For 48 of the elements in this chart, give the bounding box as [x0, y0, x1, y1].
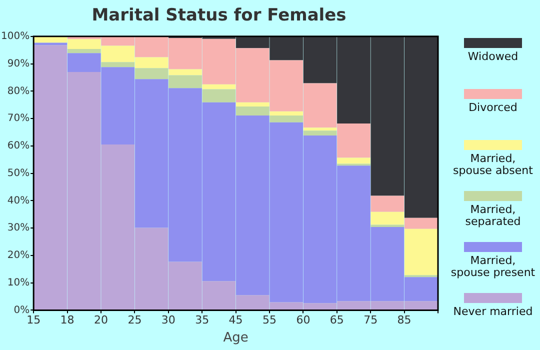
bar: [370, 196, 404, 212]
x-tick-label: 25: [128, 314, 142, 327]
series-label: Never married: [453, 305, 533, 318]
x-tick-label: 60: [296, 314, 310, 327]
y-tick-label: 20%: [7, 250, 30, 262]
x-axis-title: Age: [223, 330, 248, 346]
y-tick-label: 40%: [7, 195, 30, 206]
bar: [370, 212, 404, 225]
text: Divorced: [468, 101, 518, 114]
y-tick-label: 30%: [7, 222, 30, 234]
y-tick-label: 90%: [7, 58, 30, 70]
x-tick-label: 30: [161, 314, 176, 327]
bar: [337, 158, 370, 164]
bar: [202, 89, 236, 102]
text: Married, spouse absent: [453, 152, 533, 177]
y-tick-label: 0%: [14, 304, 30, 316]
bar: [270, 111, 304, 116]
bar: [67, 48, 101, 54]
bar: [168, 69, 202, 76]
bar: [236, 102, 270, 106]
x-tick-label: 35: [195, 314, 210, 327]
y-tick-label: 50%: [7, 168, 30, 179]
x-tick-label: 85: [397, 314, 412, 327]
x-tick-label: 20: [94, 314, 108, 327]
bar: [202, 84, 236, 90]
y-tick-label: 60%: [7, 140, 30, 152]
x-tick-label: 15: [26, 314, 41, 327]
y-tick-label: 70%: [7, 113, 30, 124]
bar: [236, 106, 270, 116]
series-label: Married, spouse present: [450, 254, 536, 279]
bar: [404, 218, 438, 229]
y-tick-label: 80%: [7, 86, 30, 97]
text: Widowed: [468, 50, 518, 63]
bar: [303, 130, 337, 136]
text: Married, separated: [465, 203, 521, 228]
x-tick-label: 75: [364, 314, 378, 327]
y-tick-label: 10%: [7, 277, 30, 288]
bar: [270, 116, 304, 122]
x-tick-label: 18: [60, 314, 74, 327]
bar: [404, 228, 438, 276]
bar: [303, 128, 337, 131]
chart-title: Marital Status for Females: [92, 6, 346, 26]
bar: [101, 62, 135, 68]
bar: [34, 42, 68, 46]
x-tick-label: 55: [262, 314, 276, 327]
y-tick-label: 100%: [0, 30, 30, 42]
x-tick-label: 65: [330, 314, 344, 327]
x-tick-label: 45: [228, 314, 243, 327]
